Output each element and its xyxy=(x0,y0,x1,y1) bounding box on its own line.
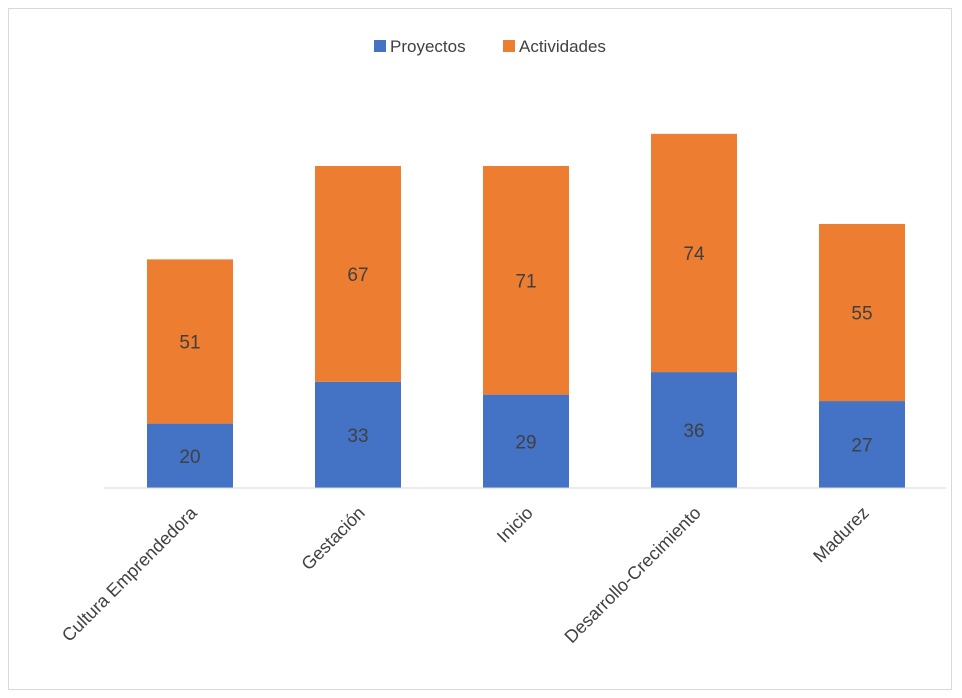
x-tick-label-2: Gestación xyxy=(297,503,368,574)
legend-label-actividades: Actividades xyxy=(519,37,606,56)
bar-actividades-4 xyxy=(651,133,737,373)
bar-proyectos-1 xyxy=(147,423,233,488)
data-label-actividades-1: 51 xyxy=(179,332,200,353)
bar-proyectos-5 xyxy=(819,401,905,488)
data-labels: 20 51 33 67 29 71 36 74 27 55 xyxy=(179,244,872,468)
data-label-actividades-2: 67 xyxy=(347,265,368,286)
x-tick-label-3: Inicio xyxy=(493,503,537,547)
data-label-proyectos-3: 29 xyxy=(515,432,536,453)
x-tick-label-1: Cultura Emprendedora xyxy=(58,502,202,646)
legend-label-proyectos: Proyectos xyxy=(390,37,466,56)
bar-actividades-3 xyxy=(483,166,569,395)
bar-actividades-5 xyxy=(819,223,905,402)
bars xyxy=(147,133,905,488)
bar-proyectos-2 xyxy=(315,381,401,488)
data-label-actividades-3: 71 xyxy=(515,271,536,292)
x-tick-labels: Cultura Emprendedora Gestación Inicio Desar… xyxy=(58,502,873,647)
data-label-actividades-4: 74 xyxy=(683,244,705,265)
x-tick-label-4: Desarrollo-Crecimiento xyxy=(561,503,705,647)
data-label-proyectos-2: 33 xyxy=(347,426,368,447)
data-label-proyectos-5: 27 xyxy=(851,436,872,457)
bar-proyectos-3 xyxy=(483,394,569,488)
bar-proyectos-4 xyxy=(651,372,737,488)
bar-actividades-1 xyxy=(147,259,233,424)
data-label-proyectos-1: 20 xyxy=(179,447,200,468)
legend: Proyectos Actividades xyxy=(374,37,606,56)
legend-swatch-proyectos xyxy=(374,40,386,52)
legend-swatch-actividades xyxy=(503,40,515,52)
x-tick-label-5: Madurez xyxy=(809,503,873,567)
bar-actividades-2 xyxy=(315,166,401,382)
data-label-proyectos-4: 36 xyxy=(683,421,704,442)
data-label-actividades-5: 55 xyxy=(851,304,872,325)
